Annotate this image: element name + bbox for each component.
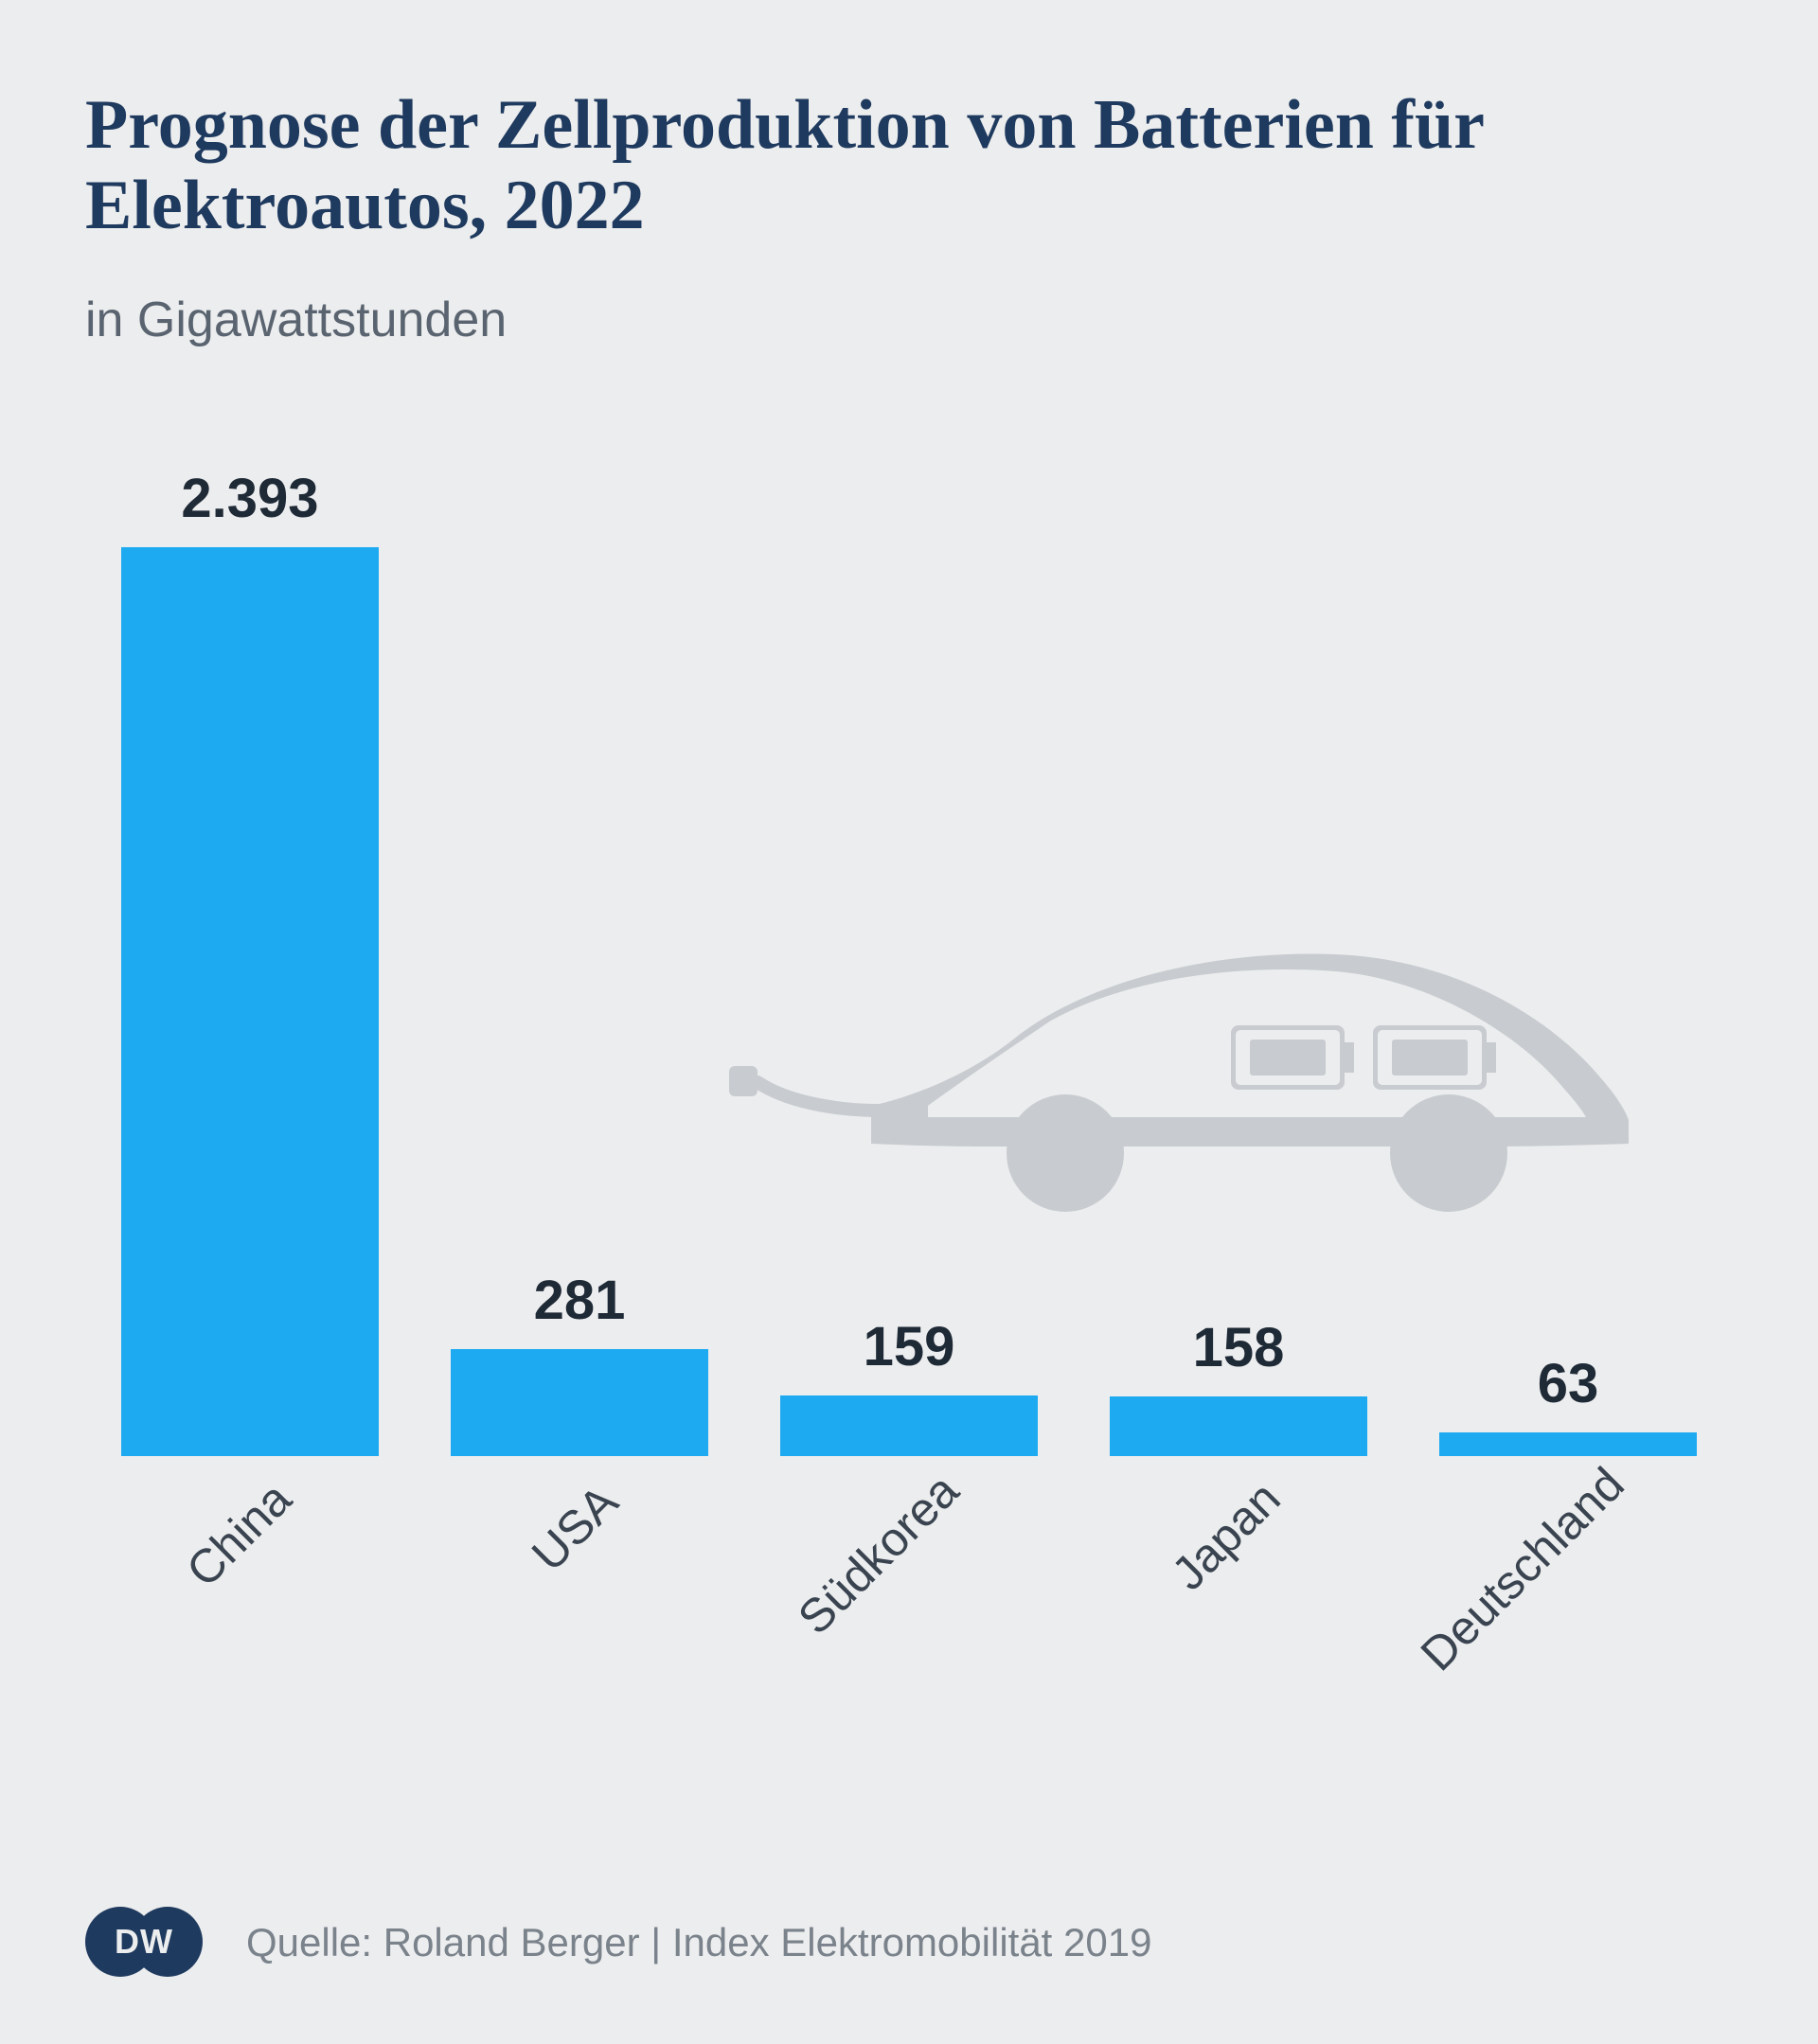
bar-slot: 158Japan xyxy=(1074,1316,1403,1456)
bar-rect xyxy=(121,547,378,1456)
bar-category-label: Japan xyxy=(1161,1471,1291,1601)
bar-rect xyxy=(1439,1432,1696,1456)
bar-category-label: Deutschland xyxy=(1410,1457,1635,1682)
bar-value-label: 63 xyxy=(1538,1352,1599,1415)
bar-category-label: China xyxy=(175,1471,301,1597)
bar-value-label: 159 xyxy=(864,1315,955,1378)
footer: DW Quelle: Roland Berger | Index Elektro… xyxy=(85,1907,1733,1978)
bar-rect xyxy=(451,1349,707,1456)
bar-slot: 63Deutschland xyxy=(1403,1352,1733,1456)
dw-logo-text: DW xyxy=(85,1907,203,1977)
bar-value-label: 158 xyxy=(1193,1316,1285,1379)
bar-rect xyxy=(1110,1396,1366,1456)
bar-slot: 281USA xyxy=(415,1269,744,1456)
dw-logo: DW xyxy=(85,1907,208,1978)
bar-value-label: 2.393 xyxy=(181,467,318,530)
bar-group: 2.393China281USA159Südkorea158Japan63Deu… xyxy=(85,490,1733,1456)
bar-value-label: 281 xyxy=(534,1269,626,1332)
chart-area: 2.393China281USA159Südkorea158Japan63Deu… xyxy=(85,424,1733,1702)
bar-category-label: Südkorea xyxy=(787,1463,969,1644)
bar-rect xyxy=(780,1395,1037,1456)
bar-slot: 159Südkorea xyxy=(744,1315,1074,1456)
bar-category-label: USA xyxy=(521,1474,629,1582)
chart-subtitle: in Gigawattstunden xyxy=(85,292,1733,348)
chart-title: Prognose der Zellproduktion von Batterie… xyxy=(85,85,1733,246)
bar-slot: 2.393China xyxy=(85,467,415,1456)
infographic-container: Prognose der Zellproduktion von Batterie… xyxy=(0,0,1818,2044)
source-text: Quelle: Roland Berger | Index Elektromob… xyxy=(246,1920,1151,1965)
